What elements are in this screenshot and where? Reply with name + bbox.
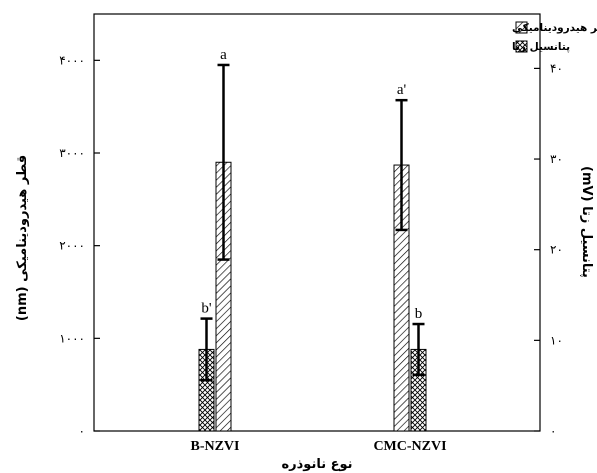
left-axis-title: قطر هیدرودینامیکی (nm) xyxy=(15,155,30,321)
right-axis-tick-label: ۰ xyxy=(550,424,556,438)
x-category-label: B-NZVI xyxy=(190,439,239,454)
left-axis-tick-label: ۴۰۰۰ xyxy=(59,53,85,67)
left-axis: ۰ ۱۰۰۰ ۲۰۰۰ ۳۰۰۰ ۴۰۰۰ xyxy=(59,53,100,438)
x-axis-title: نوع نانوذره xyxy=(281,457,352,472)
legend-swatch-crosshatch xyxy=(515,40,528,53)
left-axis-tick-label: ۳۰۰۰ xyxy=(59,146,85,160)
bars: b' a a' b xyxy=(198,47,427,432)
legend: قطر هیدرودینامیکی پتانسیل زتا xyxy=(512,21,597,53)
significance-label: a' xyxy=(397,82,407,98)
right-axis-tick-label: ۴۰ xyxy=(550,61,563,75)
x-category-label: CMC-NZVI xyxy=(373,439,446,454)
legend-label: پتانسیل زتا xyxy=(512,41,570,53)
significance-label: b xyxy=(415,306,423,322)
right-axis-title: پتانسیل زتا (mV) xyxy=(579,166,594,278)
right-axis-tick-label: ۱۰ xyxy=(550,333,563,347)
right-axis-tick-label: ۳۰ xyxy=(550,152,563,166)
significance-label: b' xyxy=(201,301,212,317)
legend-swatch-diagonal xyxy=(515,21,528,34)
right-axis: ۰ ۱۰ ۲۰ ۳۰ ۴۰ xyxy=(534,61,563,438)
significance-label: a xyxy=(220,47,227,63)
plot-frame xyxy=(93,13,541,432)
left-axis-tick-label: ۲۰۰۰ xyxy=(59,239,85,253)
right-axis-tick-label: ۲۰ xyxy=(550,243,563,257)
left-axis-tick-label: ۰ xyxy=(79,424,85,438)
left-axis-tick-label: ۱۰۰۰ xyxy=(59,331,85,345)
legend-label: قطر هیدرودینامیکی xyxy=(512,22,597,34)
